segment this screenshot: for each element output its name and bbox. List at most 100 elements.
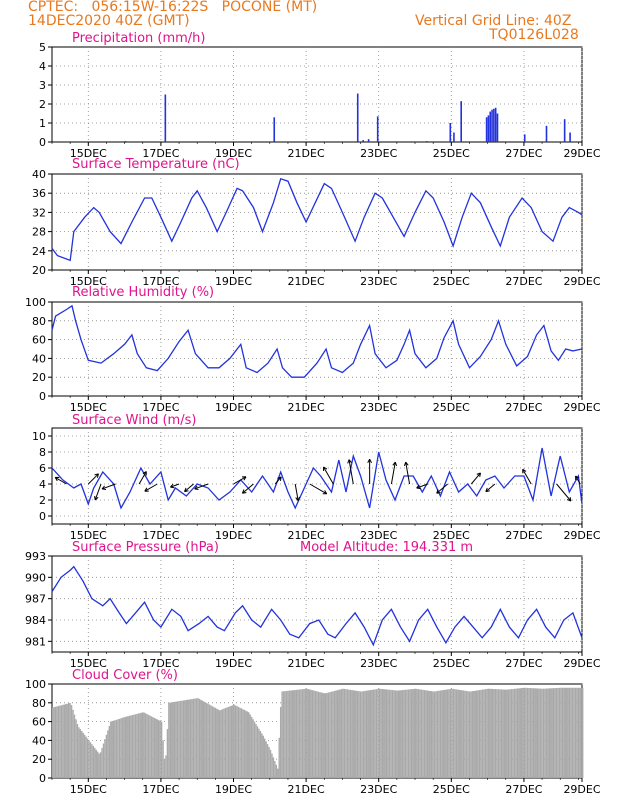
precip-bar — [487, 115, 490, 142]
cloud-bar — [115, 719, 118, 778]
cloud-bar — [266, 744, 269, 778]
cloud-bar — [81, 731, 83, 778]
cloud-bar — [345, 689, 347, 778]
precip-xtick-label: 23DEC — [360, 147, 397, 160]
cloud-bar — [313, 690, 315, 778]
cloud-bar — [220, 709, 222, 778]
wind-vector — [556, 483, 572, 502]
cloud-bar — [158, 720, 160, 778]
cloud-bar — [86, 738, 89, 778]
cloud-bar — [365, 690, 368, 778]
rh-frame — [51, 301, 583, 397]
pressure-ytick-label: 987 — [25, 593, 46, 606]
cloud-bar — [509, 689, 511, 778]
cloud-bar — [464, 690, 466, 778]
cloud-bar — [114, 720, 116, 778]
cloud-bar — [342, 688, 344, 778]
wind-xtick-label: 15DEC — [70, 529, 107, 542]
cloud-bar — [203, 701, 205, 778]
cloud-bar — [207, 703, 209, 778]
cloud-bar — [171, 702, 173, 778]
cloud-ytick-label: 20 — [32, 753, 46, 766]
cloud-bar — [229, 706, 231, 778]
precip-ytick-label: 5 — [39, 41, 46, 54]
rh-xtick-label: 25DEC — [433, 401, 470, 414]
cloud-bar — [452, 688, 455, 778]
pressure-xtick-label: 27DEC — [505, 657, 542, 670]
precip-bar — [367, 139, 370, 142]
cloud-bar — [555, 687, 558, 778]
wind-vector — [323, 466, 334, 485]
cloud-bar — [467, 691, 469, 778]
wind-vector-head — [241, 489, 247, 494]
cloud-bar — [53, 707, 55, 778]
cloud-bar — [310, 689, 312, 778]
cloud-bar — [175, 701, 177, 778]
cloud-bar — [417, 689, 420, 778]
cloud-xtick-label: 23DEC — [360, 783, 397, 796]
cloud-bar — [314, 690, 317, 778]
cloud-bar — [500, 689, 503, 778]
wind-ytick-label: 6 — [39, 462, 46, 475]
temp-ytick-label: 20 — [32, 264, 46, 277]
cloud-bar — [83, 734, 86, 778]
cloud-bar — [165, 755, 167, 778]
cloud-bar — [489, 688, 491, 778]
cloud-ytick-label: 100 — [25, 678, 46, 691]
cloud-bar — [399, 690, 401, 778]
wind-vector-head — [295, 496, 300, 502]
wind-vector — [470, 472, 481, 485]
cloud-bar — [490, 688, 492, 778]
cloud-bar — [97, 751, 99, 778]
cloud-bar — [435, 691, 437, 778]
cloud-bar — [159, 720, 161, 778]
cloud-bar — [133, 714, 135, 778]
cloud-bar — [137, 713, 140, 778]
cloud-bar — [242, 709, 244, 778]
pressure-xtick-label: 23DEC — [360, 657, 397, 670]
cloud-bar — [240, 708, 243, 778]
cloud-bar — [88, 740, 90, 778]
cloud-bar — [92, 746, 95, 778]
cloud-bar — [336, 690, 339, 778]
cloud-bar — [156, 719, 158, 778]
cloud-bar — [422, 689, 424, 778]
wind-vector-head — [170, 483, 175, 489]
cloud-bar — [78, 727, 80, 778]
cloud-bar — [358, 691, 360, 778]
cloud-bar — [252, 719, 254, 778]
cloud-bar — [201, 700, 203, 778]
cloud-bar — [582, 687, 584, 778]
pressure-ytick-label: 984 — [25, 614, 46, 627]
cloud-bar — [95, 749, 97, 778]
cloud-bar — [259, 731, 262, 778]
pressure-panel — [48, 555, 583, 656]
pressure-xtick-label: 15DEC — [70, 657, 107, 670]
cloud-bar — [233, 704, 235, 778]
cloud-bar — [169, 702, 172, 778]
cloud-bar — [265, 741, 267, 778]
cloud-bar — [419, 689, 421, 778]
cloud-bar — [188, 699, 190, 778]
wind-vector-head — [367, 458, 373, 463]
cloud-bar — [160, 721, 163, 778]
temp-xtick-label: 25DEC — [433, 275, 470, 288]
wind-vector-head — [416, 484, 421, 490]
cloud-bar — [327, 692, 330, 778]
wind-vector-head — [392, 461, 398, 467]
cloud-bar — [140, 712, 142, 778]
wind-vector — [54, 477, 67, 485]
rh-ytick-label: 0 — [39, 390, 46, 403]
cloud-bar — [420, 689, 423, 778]
wind-title: Surface Wind (m/s) — [72, 413, 196, 428]
cloud-bar — [281, 691, 283, 778]
wind-vector — [405, 462, 411, 485]
cloud-bar — [388, 689, 391, 778]
cloud-title: Cloud Cover (%) — [72, 668, 178, 683]
cloud-bar — [76, 723, 79, 778]
cloud-bar — [197, 698, 199, 778]
cloud-bar — [462, 690, 465, 778]
cloud-bar — [557, 687, 559, 778]
cloud-bar — [60, 705, 63, 778]
cloud-bar — [502, 689, 504, 778]
